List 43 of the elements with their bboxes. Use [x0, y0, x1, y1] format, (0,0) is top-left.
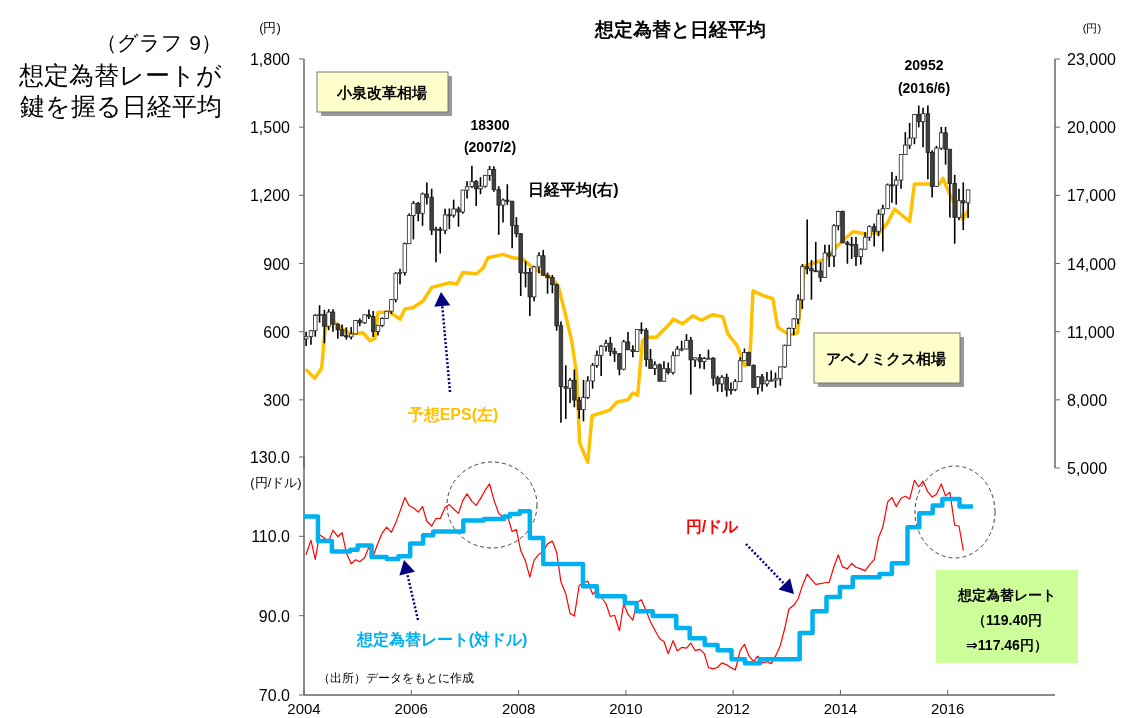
annotation: (2016/6) — [897, 80, 951, 96]
y2-axis-title: (円) — [1082, 22, 1102, 34]
y-tick-label: 1,800 — [249, 51, 291, 68]
x-tick-label: 2006 — [394, 700, 428, 717]
y-tick-label: 110.0 — [251, 528, 291, 546]
y-tick-label: 130.0 — [249, 449, 291, 466]
x-tick-label: 2012 — [716, 700, 750, 717]
y2-tick-label: 5,000 — [1067, 460, 1108, 477]
y-tick-label: 900 — [263, 255, 291, 273]
x-tick-label: 2008 — [501, 700, 536, 717]
text: 想定為替レート(対ドル) — [355, 630, 528, 648]
text: （グラフ 9） — [96, 31, 222, 54]
y-tick-label: 1,500 — [249, 119, 291, 137]
x-tick-label: 2016 — [931, 700, 965, 717]
y-tick-label: 90.0 — [258, 607, 291, 625]
series-label: 日経平均(右) — [528, 181, 619, 198]
y-tick-label: 300 — [263, 391, 291, 409]
annotation: （119.40円 — [971, 612, 1043, 628]
chart-title: 想定為替と日経平均 — [593, 19, 766, 40]
y2-tick-label: 23,000 — [1067, 51, 1117, 68]
annotation: (2007/2) — [463, 139, 517, 155]
y-tick-label: 600 — [263, 323, 291, 341]
y2-tick-label: 14,000 — [1067, 255, 1117, 273]
text: 円/ドル — [685, 518, 740, 535]
x-tick-label: 2014 — [823, 700, 858, 717]
annotation: 想定為替レート — [957, 587, 1056, 603]
annotation: アベノミクス相場 — [826, 350, 946, 367]
y-tick-label: 1,200 — [249, 187, 291, 205]
y2-tick-label: 8,000 — [1067, 391, 1108, 409]
annotation: ⇒117.46円） — [966, 637, 1048, 653]
y-axis-title: (円/ドル) — [250, 475, 302, 490]
y-axis-title: (円) — [259, 20, 281, 35]
annotation: （出所）データをもとに作成 — [318, 671, 474, 685]
y2-tick-label: 17,000 — [1067, 187, 1117, 205]
y2-tick-label: 20,000 — [1067, 119, 1117, 137]
annotation: 18300 — [470, 117, 510, 133]
text: 想定為替レートが — [18, 61, 222, 89]
text: 鍵を握る日経平均 — [20, 92, 222, 120]
annotation: 20952 — [904, 57, 944, 73]
y2-tick-label: 11,000 — [1067, 323, 1115, 341]
annotation: 小泉改革相場 — [336, 84, 427, 101]
text: 予想EPS(左) — [406, 406, 499, 423]
x-tick-label: 2010 — [609, 700, 643, 717]
